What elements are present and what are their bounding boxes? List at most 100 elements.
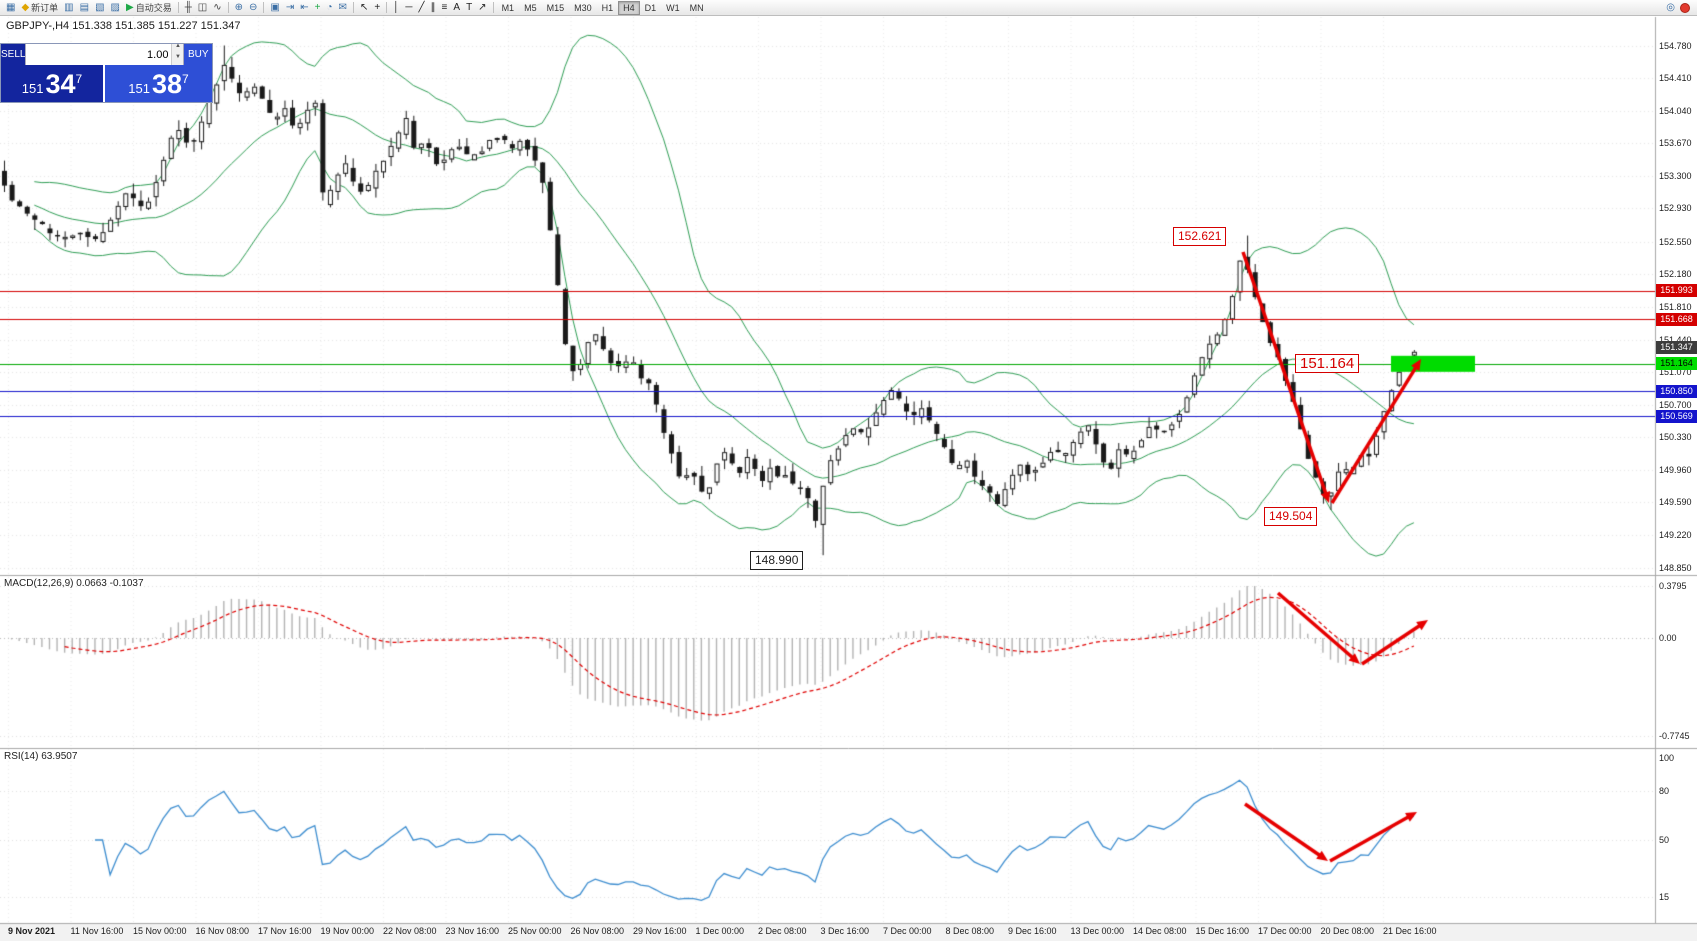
macd-indicator-label: MACD(12,26,9) 0.0663 -0.1037 xyxy=(4,578,144,589)
toolbar-separator xyxy=(227,2,229,13)
one-click-trading-panel: SELL ▲ ▼ BUY 151 34 7 151 38 7 xyxy=(0,43,213,103)
channel-icon[interactable]: ∥ xyxy=(428,1,439,15)
buy-price-main: 38 xyxy=(151,69,183,99)
auto-scroll-icon[interactable]: ⇥ xyxy=(283,1,297,15)
notification-badge[interactable] xyxy=(1680,2,1690,13)
channel-icon-glyph: ∥ xyxy=(430,1,436,13)
vertical-line-icon[interactable]: │ xyxy=(390,1,402,15)
zoom-in-icon[interactable]: ⊕ xyxy=(232,1,246,15)
tile-windows-icon-glyph: ▣ xyxy=(270,1,280,13)
candlestick-chart-icon[interactable]: ◫ xyxy=(195,1,210,15)
price-panel-divider xyxy=(103,65,106,102)
line-chart-icon-glyph: ∿ xyxy=(213,1,222,13)
toolbar-separator xyxy=(177,2,179,13)
line-chart-icon[interactable]: ∿ xyxy=(210,1,224,15)
timeframe-button-m1[interactable]: M1 xyxy=(501,2,515,13)
tile-windows-icon[interactable]: ▣ xyxy=(267,1,282,15)
buy-price-prefix: 151 xyxy=(128,81,150,96)
volume-increase-button[interactable]: ▲ xyxy=(172,43,184,55)
trendline-icon[interactable]: ╱ xyxy=(416,1,428,15)
cursor-icon[interactable]: ↖ xyxy=(357,1,371,15)
market-watch-icon[interactable]: ▤ xyxy=(77,1,92,15)
fibonacci-icon-glyph: ≡ xyxy=(441,1,448,13)
sell-price-prefix: 151 xyxy=(21,81,44,96)
volume-decrease-button[interactable]: ▼ xyxy=(172,54,184,65)
text-icon[interactable]: A xyxy=(450,1,463,15)
chart-shift-icon[interactable]: ⇤ xyxy=(297,1,311,15)
market-watch-icon-glyph: ▤ xyxy=(79,1,90,13)
auto-trading-button[interactable]: ▶ 自动交易 xyxy=(123,1,175,15)
new-order-glyph: ◆ xyxy=(21,1,30,13)
sell-button[interactable]: SELL xyxy=(1,44,26,65)
label-icon-glyph: T xyxy=(466,1,473,13)
periods-icon[interactable]: ◔ xyxy=(324,1,336,15)
rsi-indicator-label: RSI(14) 63.9507 xyxy=(4,751,78,762)
auto-scroll-icon-glyph: ⇥ xyxy=(285,1,295,13)
trendline-icon-glyph: ╱ xyxy=(418,1,425,13)
chart-shift-icon-glyph: ⇤ xyxy=(300,1,309,13)
toolbar-items: ▦ ◆ 新订单 ▥ ▤ ▧ ▨ ▶ 自动交易 ╫ ◫ ∿ ⊕ ⊖ ▣ ⇥ ⇤ + ◔ ✉ ↖ + │ ─ ╱ ∥ ≡ A T ↗ xyxy=(3,1,497,15)
cursor-icon-glyph: ↖ xyxy=(359,1,369,13)
new-chart-icon[interactable]: ▦ xyxy=(3,1,18,15)
timeframe-button-h4[interactable]: H4 xyxy=(618,0,640,15)
fibonacci-icon[interactable]: ≡ xyxy=(439,1,451,15)
timeframe-button-d1[interactable]: D1 xyxy=(644,2,657,13)
toolbar-right-group: ◎ xyxy=(1666,1,1694,15)
toolbar-separator xyxy=(492,2,494,13)
main-toolbar: ▦ ◆ 新订单 ▥ ▤ ▧ ▨ ▶ 自动交易 ╫ ◫ ∿ ⊕ ⊖ ▣ ⇥ ⇤ + ◔ ✉ ↖ + │ ─ ╱ ∥ ≡ A T ↗ M1 M5… xyxy=(0,0,1697,16)
timeframe-group: M1 M5 M15 M30 H1 H4 D1 W1 MN xyxy=(497,0,709,15)
volume-spinner: ▲ ▼ xyxy=(171,43,184,65)
toolbar-separator xyxy=(263,2,265,13)
horizontal-line-icon[interactable]: ─ xyxy=(402,1,415,15)
buy-price-panel[interactable]: 151 38 7 xyxy=(105,65,212,102)
sell-price-sup: 7 xyxy=(75,72,83,86)
timeframe-button-m30[interactable]: M30 xyxy=(574,2,592,13)
navigator-icon[interactable]: ▨ xyxy=(108,1,123,15)
auto-trading-glyph: ▶ xyxy=(125,1,134,13)
crosshair-icon[interactable]: + xyxy=(371,1,383,15)
buy-price-sup: 7 xyxy=(182,72,189,86)
add-indicator-glyph: + xyxy=(314,1,321,13)
auto-trading-button-label: 自动交易 xyxy=(135,3,172,13)
vertical-line-icon-glyph: │ xyxy=(393,1,400,13)
chart-profiles-icon[interactable]: ▥ xyxy=(61,1,76,15)
timeframe-button-h1[interactable]: H1 xyxy=(601,2,614,13)
zoom-out-icon[interactable]: ⊖ xyxy=(246,1,260,15)
chart-header-ohlc: GBPJPY-,H4 151.338 151.385 151.227 151.3… xyxy=(6,20,241,32)
volume-input[interactable] xyxy=(26,44,172,65)
data-window-icon-glyph: ▧ xyxy=(95,1,105,13)
zoom-out-icon-glyph: ⊖ xyxy=(249,1,258,13)
buy-button[interactable]: BUY xyxy=(184,44,212,65)
toolbar-separator xyxy=(352,2,354,13)
crosshair-icon-glyph: + xyxy=(374,1,381,13)
timeframe-button-mn[interactable]: MN xyxy=(689,2,704,13)
chart-profiles-icon-glyph: ▥ xyxy=(64,1,74,13)
text-icon-glyph: A xyxy=(453,1,461,13)
volume-box: ▲ ▼ xyxy=(25,43,185,65)
label-icon[interactable]: T xyxy=(463,1,475,15)
bar-chart-icon[interactable]: ╫ xyxy=(182,1,195,15)
candlestick-chart-icon-glyph: ◫ xyxy=(197,1,208,13)
navigator-icon-glyph: ▨ xyxy=(110,1,120,13)
templates-icon-glyph: ✉ xyxy=(338,1,347,13)
sell-price-panel[interactable]: 151 34 7 xyxy=(1,65,104,102)
data-window-icon[interactable]: ▧ xyxy=(92,1,107,15)
new-chart-icon-glyph: ▦ xyxy=(6,1,16,13)
arrows-icon-glyph: ↗ xyxy=(478,1,487,13)
toolbar-separator xyxy=(386,2,388,13)
timeframe-button-m15[interactable]: M15 xyxy=(546,2,565,13)
sell-price-main: 34 xyxy=(45,69,76,99)
zoom-in-icon-glyph: ⊕ xyxy=(234,1,244,13)
templates-icon[interactable]: ✉ xyxy=(336,1,350,15)
timeframe-button-m5[interactable]: M5 xyxy=(524,2,537,13)
search-icon[interactable]: ◎ xyxy=(1666,1,1675,13)
add-indicator-button[interactable]: + xyxy=(312,1,324,15)
timeframe-button-w1[interactable]: W1 xyxy=(666,2,680,13)
new-order-button[interactable]: ◆ 新订单 xyxy=(18,1,61,15)
bar-chart-icon-glyph: ╫ xyxy=(184,1,192,13)
horizontal-line-icon-glyph: ─ xyxy=(405,1,413,13)
arrows-icon[interactable]: ↗ xyxy=(475,1,489,15)
periods-icon-glyph: ◔ xyxy=(326,1,333,13)
